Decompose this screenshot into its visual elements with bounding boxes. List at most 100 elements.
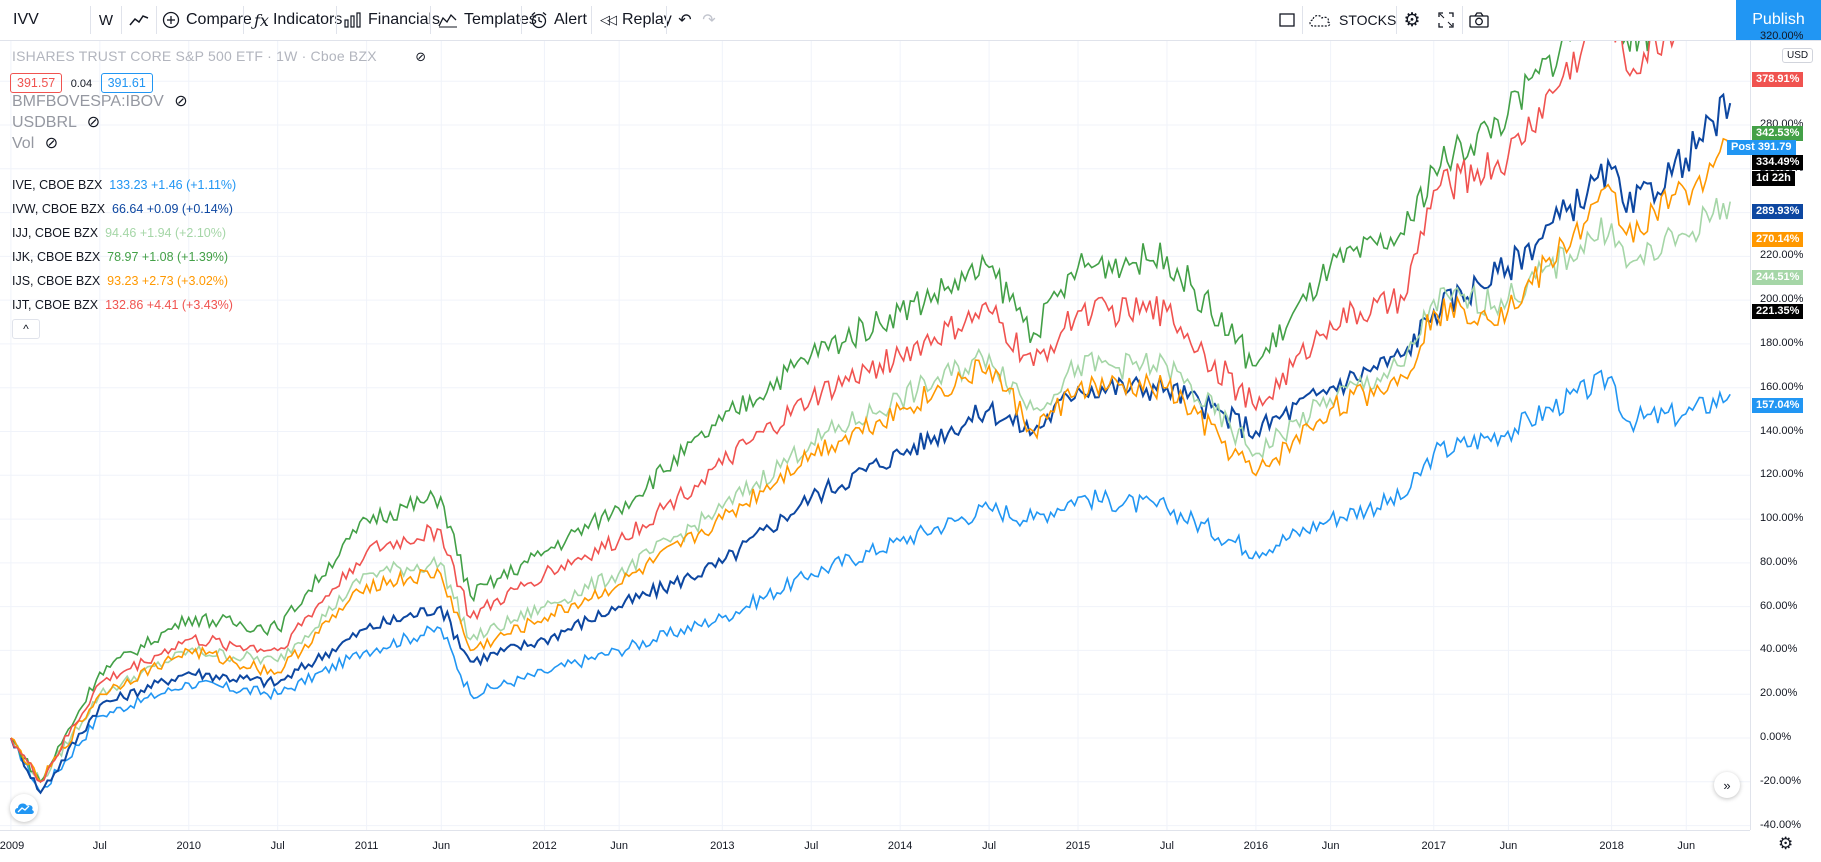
time-tick-label: 2017 (1421, 840, 1446, 852)
time-tick-label: Jul (92, 840, 107, 852)
replay-label: Replay (622, 11, 672, 28)
scroll-to-realtime-button[interactable]: » (1714, 772, 1740, 798)
replay-button[interactable]: ◁◁ Replay (600, 0, 672, 40)
redo-button[interactable]: ↷ (698, 0, 720, 40)
series-line-ive[interactable] (10, 369, 1731, 795)
time-tick-label: Jun (610, 840, 629, 852)
legend-hidden-vol[interactable]: Vol ⊘ (12, 133, 58, 153)
time-axis[interactable] (0, 830, 1750, 862)
legend-collapse-button[interactable]: ^ (12, 319, 40, 339)
layout-name-label: STOCKS (1339, 12, 1397, 28)
series-name: IJS, CBOE BZX (12, 274, 101, 288)
time-tick-label: 2018 (1599, 840, 1624, 852)
time-tick-label: 2010 (176, 840, 201, 852)
price-tick-label: 200.00% (1760, 293, 1804, 306)
price-axis-tag: 289.93% (1752, 204, 1804, 219)
price-tick-label: -20.00% (1760, 774, 1801, 787)
legend-series-row[interactable]: IJK, CBOE BZX 78.97 +1.08 (+1.39%) (12, 250, 228, 264)
settings-button[interactable]: ⚙ (1400, 0, 1424, 40)
financials-label: Financials (368, 11, 441, 28)
alarm-clock-icon (531, 12, 547, 29)
price-axis-tag: 221.35% (1752, 304, 1804, 319)
square-icon (1279, 13, 1295, 27)
symbol-search-button[interactable]: IVV (0, 0, 90, 40)
price-axis-tag: 378.91% (1752, 72, 1804, 87)
fullscreen-layout-button[interactable] (1276, 0, 1298, 40)
legend-hidden-ibov[interactable]: BMFBOVESPA:IBOV ⊘ (12, 91, 188, 111)
compare-button[interactable]: Compare (162, 0, 252, 40)
price-tick-label: 60.00% (1760, 599, 1798, 612)
series-line-ijj[interactable] (10, 197, 1731, 784)
price-axis-tag: 334.49% (1752, 155, 1804, 170)
series-line-ivw[interactable] (9, 92, 1732, 795)
fullscreen-button[interactable] (1435, 0, 1457, 40)
templates-icon (438, 13, 457, 28)
bid-price: 391.57 (10, 73, 63, 93)
financials-button[interactable]: Financials (344, 0, 440, 40)
eye-hidden-icon[interactable]: ⊘ (415, 49, 427, 64)
chevron-down-icon: ⌄ (1404, 14, 1413, 26)
double-chevron-right-icon: » (1723, 777, 1731, 793)
series-value: 132.86 +4.41 (+3.43%) (98, 298, 233, 312)
indicators-button[interactable]: ƒx Indicators (254, 0, 342, 40)
time-tick-label: Jul (982, 840, 997, 852)
legend-series-row[interactable]: IJT, CBOE BZX 132.86 +4.41 (+3.43%) (12, 298, 233, 312)
ask-price: 391.61 (100, 73, 153, 93)
series-line-ijt[interactable] (10, 41, 1730, 783)
legend-series-row[interactable]: IJS, CBOE BZX 93.23 +2.73 (+3.02%) (12, 274, 228, 288)
undo-icon: ↶ (678, 12, 692, 29)
undo-button[interactable]: ↶ (674, 0, 696, 40)
time-tick-label: 2011 (354, 840, 379, 852)
time-tick-label: 2015 (1065, 840, 1091, 852)
price-tick-label: 40.00% (1760, 643, 1798, 656)
redo-icon: ↷ (702, 12, 716, 29)
chevron-up-icon: ^ (23, 322, 29, 336)
eye-hidden-icon[interactable]: ⊘ (86, 114, 101, 131)
price-axis-tag: 342.53% (1752, 126, 1804, 141)
chart-pane[interactable] (0, 41, 1750, 830)
price-tick-label: 160.00% (1760, 380, 1804, 393)
time-tick-label: Jul (804, 840, 819, 852)
line-chart-icon (129, 15, 149, 26)
tradingview-logo[interactable] (10, 794, 38, 822)
price-tick-label: 140.00% (1760, 424, 1804, 437)
currency-label[interactable]: USD (1782, 48, 1814, 63)
hidden-series-label: Vol (12, 135, 35, 152)
series-line-ijs[interactable] (10, 137, 1731, 783)
time-tick-label: 2013 (710, 840, 735, 852)
interval-button[interactable]: W (91, 0, 121, 40)
price-tick-label: 0.00% (1760, 731, 1792, 743)
function-icon: ƒx (254, 10, 269, 30)
publish-button[interactable]: Publish (1736, 0, 1821, 40)
snapshot-button[interactable] (1467, 0, 1491, 40)
axis-settings-button[interactable]: ⚙ (1778, 834, 1793, 854)
gear-icon: ⚙ (1778, 834, 1794, 853)
price-tick-label: 320.00% (1760, 30, 1804, 43)
chart-style-button[interactable] (122, 0, 156, 40)
layout-menu-button[interactable]: STOCKS ⌄ (1308, 0, 1413, 40)
spread-value: 0.04 (70, 78, 93, 90)
alert-label: Alert (554, 11, 587, 28)
price-axis-tag: 157.04% (1752, 398, 1804, 413)
templates-button[interactable]: Templates (438, 0, 537, 40)
hidden-series-label: BMFBOVESPA:IBOV (12, 93, 164, 110)
time-tick-label: Jun (1321, 840, 1340, 852)
legend-series-row[interactable]: IJJ, CBOE BZX 94.46 +1.94 (+2.10%) (12, 226, 226, 240)
time-tick-label: Jun (1677, 840, 1696, 852)
price-axis[interactable] (1750, 41, 1821, 830)
legend-series-row[interactable]: IVE, CBOE BZX 133.23 +1.46 (+1.11%) (12, 178, 236, 192)
series-line-ijk[interactable] (10, 41, 1730, 784)
compare-label: Compare (186, 11, 252, 28)
eye-hidden-icon[interactable]: ⊘ (44, 135, 59, 152)
interval-label: W (98, 11, 114, 29)
time-tick-label: 2016 (1243, 840, 1269, 852)
legend-hidden-usdbrl[interactable]: USDBRL ⊘ (12, 112, 100, 132)
price-tick-label: 100.00% (1760, 512, 1804, 525)
price-axis-tag: 244.51% (1752, 270, 1804, 285)
time-tick-label: Jun (432, 840, 451, 852)
alert-button[interactable]: Alert (530, 0, 587, 40)
price-axis-tag: Post 391.79 (1727, 140, 1796, 155)
eye-hidden-icon[interactable]: ⊘ (174, 93, 188, 110)
series-value: 133.23 +1.46 (+1.11%) (102, 178, 237, 192)
legend-series-row[interactable]: IVW, CBOE BZX 66.64 +0.09 (+0.14%) (12, 202, 233, 216)
